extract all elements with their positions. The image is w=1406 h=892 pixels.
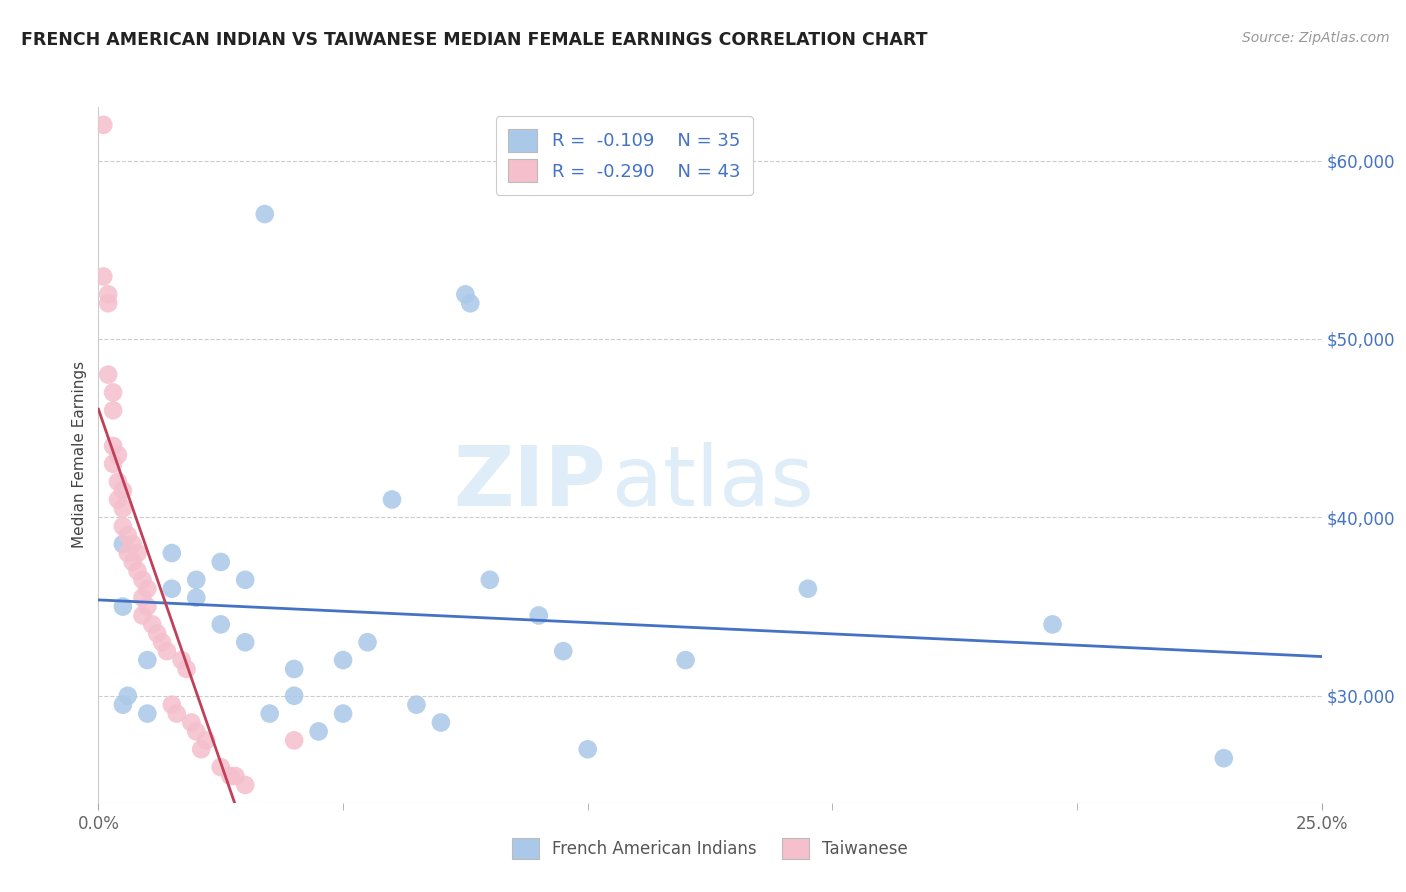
Point (170, 653, 193, 667)
Point (111, 519, 134, 533)
Point (283, 733, 305, 747)
Point (283, 662, 305, 676)
Point (131, 591, 153, 605)
Point (141, 617, 163, 632)
Point (97, 287, 120, 301)
Point (150, 635, 173, 649)
Text: atlas: atlas (612, 442, 814, 524)
Point (259, 706, 281, 721)
Point (101, 457, 124, 471)
Point (136, 653, 159, 667)
Point (160, 698, 183, 712)
Point (356, 635, 378, 649)
Point (91, 269, 114, 284)
Point (209, 617, 232, 632)
Point (107, 492, 129, 507)
Point (160, 582, 183, 596)
Point (1042, 617, 1064, 632)
Point (117, 546, 139, 560)
Point (127, 546, 149, 560)
Legend: French American Indians, Taiwanese: French American Indians, Taiwanese (501, 826, 920, 871)
Point (101, 403, 124, 417)
Point (97, 296, 120, 310)
Text: ZIP: ZIP (454, 442, 606, 524)
Point (332, 706, 354, 721)
Point (136, 582, 159, 596)
Point (111, 483, 134, 498)
Point (308, 724, 330, 739)
Point (381, 492, 404, 507)
Point (121, 555, 143, 569)
Point (1212, 751, 1234, 765)
Point (405, 698, 427, 712)
Point (190, 742, 212, 756)
Point (797, 582, 820, 596)
Point (121, 537, 143, 551)
Point (553, 644, 575, 658)
Point (176, 662, 198, 676)
Point (127, 564, 149, 578)
Point (233, 778, 256, 792)
Point (458, 296, 481, 310)
Point (454, 287, 477, 301)
Point (111, 599, 134, 614)
Point (209, 760, 232, 774)
Point (117, 528, 139, 542)
Point (111, 537, 134, 551)
Y-axis label: Median Female Earnings: Median Female Earnings (72, 361, 87, 549)
Point (675, 653, 697, 667)
Point (156, 644, 179, 658)
Point (180, 715, 202, 730)
Point (107, 475, 129, 489)
Point (146, 626, 169, 640)
Point (186, 724, 208, 739)
Point (478, 573, 501, 587)
Point (136, 706, 159, 721)
Point (233, 635, 256, 649)
Point (111, 501, 134, 516)
Point (209, 555, 232, 569)
Point (576, 742, 599, 756)
Point (224, 769, 246, 783)
Point (166, 706, 188, 721)
Point (97, 368, 120, 382)
Point (253, 207, 276, 221)
Point (91, 118, 114, 132)
Point (430, 715, 453, 730)
Text: Source: ZipAtlas.com: Source: ZipAtlas.com (1241, 31, 1389, 45)
Point (101, 439, 124, 453)
Point (195, 733, 218, 747)
Point (117, 689, 139, 703)
Point (186, 573, 208, 587)
Point (131, 608, 153, 623)
Point (283, 689, 305, 703)
Point (101, 385, 124, 400)
Point (111, 698, 134, 712)
Point (160, 546, 183, 560)
Point (332, 653, 354, 667)
Point (131, 573, 153, 587)
Point (186, 591, 208, 605)
Text: FRENCH AMERICAN INDIAN VS TAIWANESE MEDIAN FEMALE EARNINGS CORRELATION CHART: FRENCH AMERICAN INDIAN VS TAIWANESE MEDI… (21, 31, 928, 49)
Point (527, 608, 550, 623)
Point (107, 448, 129, 462)
Point (219, 769, 242, 783)
Point (136, 599, 159, 614)
Point (233, 573, 256, 587)
